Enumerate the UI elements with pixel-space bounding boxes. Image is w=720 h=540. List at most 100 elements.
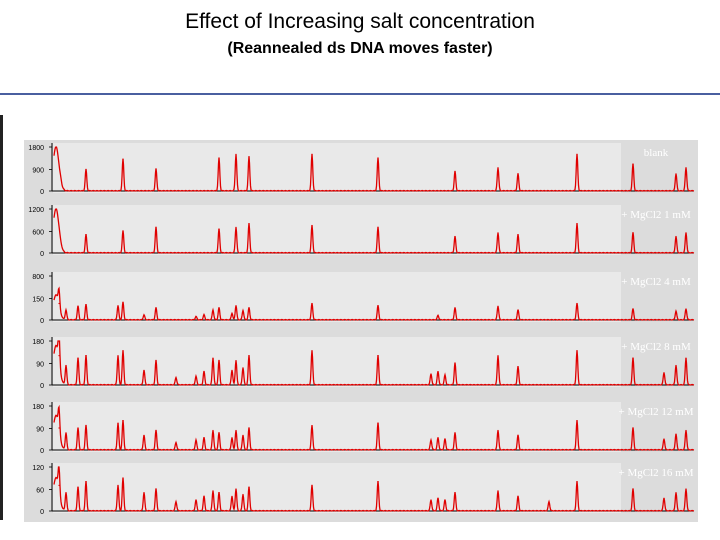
peak-point bbox=[444, 374, 446, 376]
panel-label: + MgCl2 12 mM bbox=[619, 406, 694, 418]
chart-title: Effect of Increasing salt concentration bbox=[185, 10, 535, 33]
peak-point bbox=[675, 433, 677, 435]
peak-point bbox=[675, 310, 677, 312]
peak-point bbox=[143, 314, 145, 316]
peak-point bbox=[663, 372, 665, 374]
peak-point bbox=[454, 307, 456, 309]
peak-point bbox=[85, 168, 87, 171]
peak-point bbox=[85, 234, 87, 236]
peak-point bbox=[235, 305, 237, 307]
peak-point bbox=[663, 438, 665, 440]
peak-point bbox=[218, 307, 220, 309]
panel-strip bbox=[53, 272, 621, 322]
peak-point bbox=[311, 424, 313, 427]
panel-label: + MgCl2 1 mM bbox=[621, 209, 691, 221]
peak-point bbox=[576, 350, 578, 352]
peak-point bbox=[517, 366, 519, 368]
peak-point bbox=[117, 355, 119, 357]
peak-point bbox=[454, 432, 456, 434]
panel-strip bbox=[53, 143, 621, 193]
peak-point bbox=[175, 501, 177, 503]
peak-point bbox=[454, 170, 456, 173]
peak-point bbox=[58, 302, 60, 305]
trace-line bbox=[53, 404, 695, 451]
peak-point bbox=[195, 316, 197, 318]
panel-label: + MgCl2 8 mM bbox=[621, 341, 691, 353]
peak-point bbox=[517, 173, 519, 175]
peak-point bbox=[454, 235, 456, 238]
y-tick-label: 600 bbox=[32, 229, 44, 236]
peak-point bbox=[497, 429, 499, 432]
peak-point bbox=[248, 486, 250, 488]
peak-point bbox=[311, 224, 313, 227]
y-tick-label: 800 bbox=[32, 274, 44, 281]
panel-1: 1800 900 0 blank bbox=[28, 143, 695, 196]
peak-point bbox=[437, 315, 439, 317]
peak-point bbox=[231, 437, 233, 439]
peak-point bbox=[212, 357, 214, 359]
peak-point bbox=[235, 226, 237, 228]
peak-point bbox=[675, 235, 677, 238]
panel-4: 180 90 0 + MgCl2 8 mM bbox=[32, 337, 695, 390]
peak-point bbox=[235, 153, 237, 155]
peak-point bbox=[248, 427, 250, 429]
peak-point bbox=[195, 439, 197, 441]
peak-point bbox=[155, 488, 157, 490]
peak-point bbox=[143, 434, 145, 436]
peak-point bbox=[675, 173, 677, 175]
peak-point bbox=[454, 362, 456, 364]
peak-point bbox=[248, 355, 250, 357]
peak-point bbox=[437, 497, 439, 499]
y-tick-label: 0 bbox=[40, 189, 44, 196]
peak-point bbox=[85, 481, 87, 483]
peak-point bbox=[231, 369, 233, 371]
peak-point bbox=[231, 495, 233, 497]
peak-point bbox=[65, 492, 67, 494]
peak-point bbox=[517, 309, 519, 311]
peak-point bbox=[242, 367, 244, 369]
y-tick-label: 150 bbox=[32, 296, 44, 303]
peak-point bbox=[175, 442, 177, 444]
peak-point bbox=[155, 359, 157, 362]
peak-point bbox=[311, 302, 313, 305]
peak-point bbox=[65, 309, 67, 311]
peak-point bbox=[212, 490, 214, 492]
peak-point bbox=[143, 369, 145, 371]
peak-point bbox=[632, 427, 634, 429]
y-tick-label: 180 bbox=[32, 404, 44, 411]
peak-point bbox=[122, 158, 124, 160]
peak-point bbox=[235, 359, 237, 362]
peak-point bbox=[195, 499, 197, 501]
peak-point bbox=[632, 357, 634, 359]
peak-point bbox=[143, 492, 145, 494]
peak-point bbox=[212, 429, 214, 432]
peak-point bbox=[155, 168, 157, 170]
peak-point bbox=[685, 357, 687, 359]
trace-line bbox=[53, 466, 695, 512]
peak-point bbox=[576, 302, 578, 305]
y-tick-label: 180 bbox=[32, 339, 44, 346]
peak-point bbox=[155, 226, 157, 228]
chart-subtitle: (Reannealed ds DNA moves faster) bbox=[227, 40, 493, 57]
peak-point bbox=[632, 488, 634, 490]
peak-point bbox=[430, 499, 432, 501]
peak-point bbox=[311, 484, 313, 486]
y-tick-label: 0 bbox=[40, 448, 44, 455]
peak-point bbox=[65, 364, 67, 367]
peak-point bbox=[218, 157, 220, 159]
peak-point bbox=[58, 427, 60, 429]
peak-point bbox=[235, 488, 237, 490]
panel-strip bbox=[53, 402, 621, 452]
panel-3: 800 150 0 + MgCl2 4 mM bbox=[32, 272, 695, 325]
panel-2: 1200 600 0 + MgCl2 1 mM bbox=[28, 205, 695, 258]
peak-point bbox=[77, 357, 79, 359]
peak-point bbox=[517, 495, 519, 497]
peak-point bbox=[632, 232, 634, 234]
panel-label: + MgCl2 16 mM bbox=[619, 467, 694, 479]
peak-point bbox=[517, 234, 519, 236]
peak-point bbox=[437, 370, 439, 373]
peak-point bbox=[242, 434, 244, 436]
y-tick-label: 0 bbox=[40, 251, 44, 258]
y-tick-label: 90 bbox=[36, 361, 44, 368]
